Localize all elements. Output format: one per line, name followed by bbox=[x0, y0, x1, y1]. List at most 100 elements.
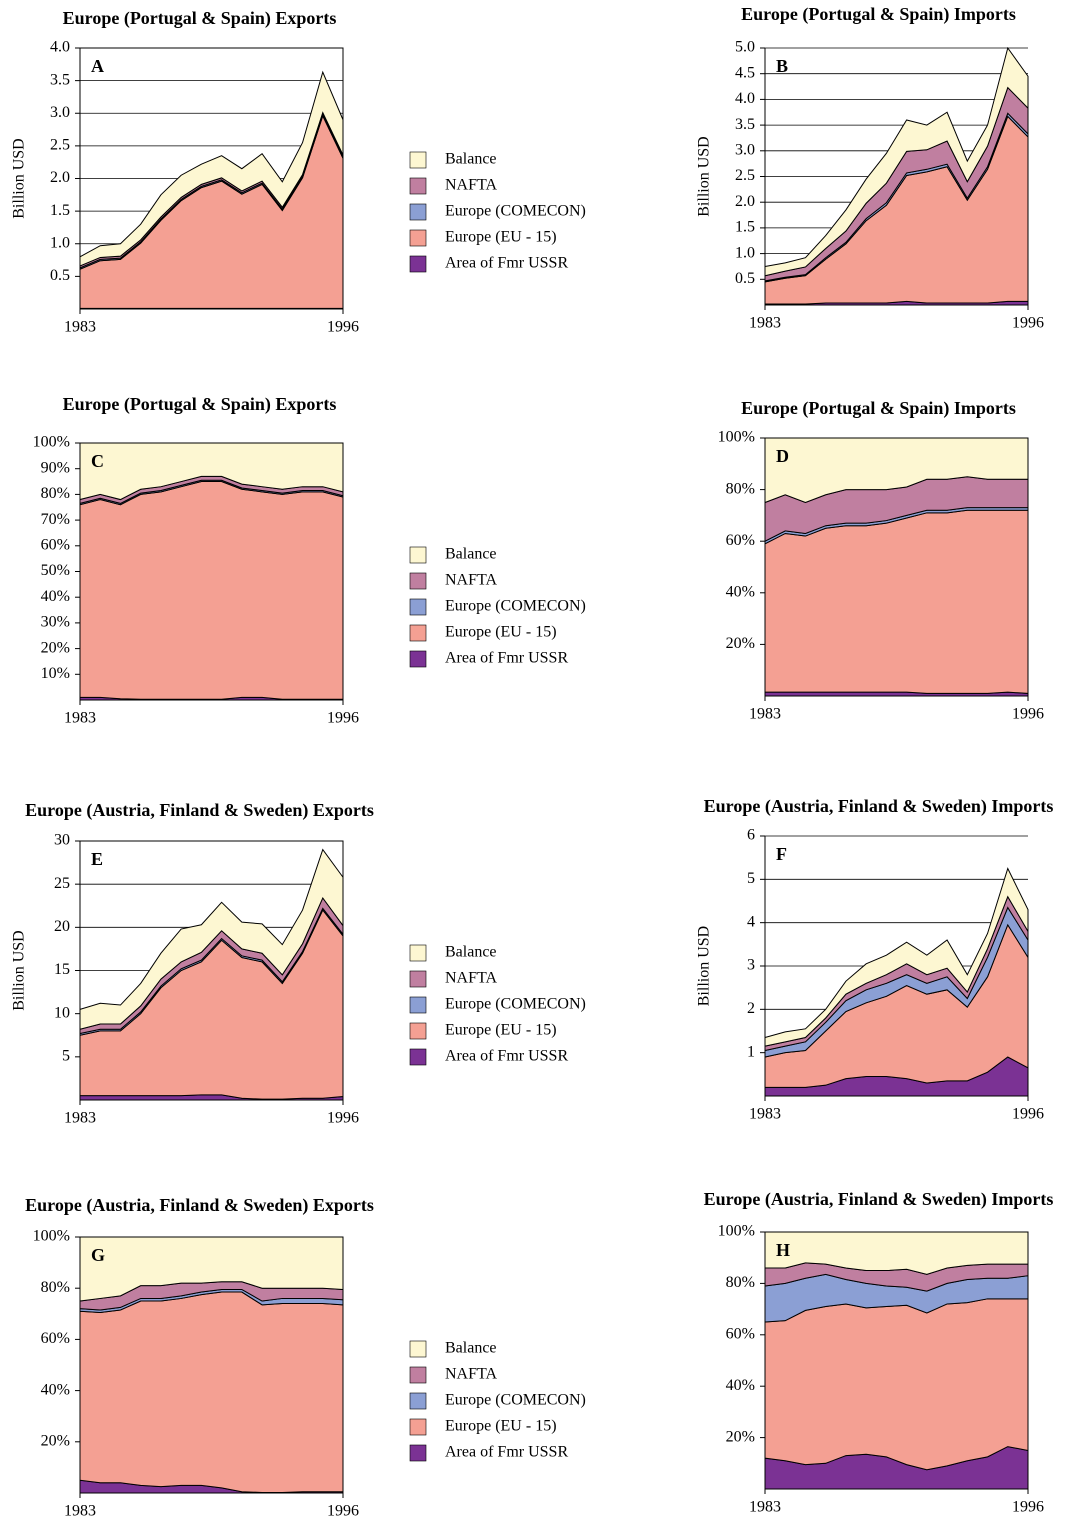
area bbox=[764, 1231, 1029, 1275]
x-tick-label: 1983 bbox=[64, 1503, 96, 1520]
legend-swatch bbox=[409, 1340, 427, 1358]
x-tick-label: 1996 bbox=[327, 710, 359, 727]
y-tick-label: 2.5 bbox=[735, 167, 755, 184]
y-axis-label: Billion USD bbox=[696, 926, 713, 1006]
x-tick-label: 1996 bbox=[1012, 1106, 1044, 1123]
chart-title: Europe (Austria, Finland & Sweden) Expor… bbox=[25, 800, 374, 821]
y-tick-label: 3.0 bbox=[50, 104, 70, 121]
legend-swatch bbox=[409, 1392, 427, 1410]
y-tick-label: 10% bbox=[41, 665, 70, 682]
y-tick-label: 60% bbox=[726, 532, 755, 549]
x-tick-label: 1983 bbox=[749, 315, 781, 332]
y-tick-label: 1.0 bbox=[50, 234, 70, 251]
y-tick-label: 5 bbox=[747, 870, 755, 887]
panel-label: B bbox=[776, 56, 788, 76]
y-tick-label: 4.5 bbox=[735, 64, 755, 81]
legend-label: Europe (COMECON) bbox=[445, 598, 586, 615]
y-axis-label: Billion USD bbox=[11, 138, 28, 218]
legend-swatch bbox=[409, 970, 427, 988]
y-axis-label: Billion USD bbox=[11, 930, 28, 1010]
y-tick-label: 3.5 bbox=[735, 116, 755, 133]
y-tick-label: 25 bbox=[54, 875, 70, 892]
y-tick-label: 60% bbox=[41, 536, 70, 553]
x-tick-label: 1996 bbox=[327, 1110, 359, 1127]
y-tick-label: 2.0 bbox=[50, 169, 70, 186]
legend-label: Balance bbox=[445, 151, 497, 168]
y-tick-label: 40% bbox=[41, 588, 70, 605]
y-tick-label: 40% bbox=[41, 1381, 70, 1398]
x-tick-label: 1983 bbox=[64, 319, 96, 336]
legend-label: Europe (COMECON) bbox=[445, 203, 586, 220]
area bbox=[764, 437, 1029, 504]
x-tick-label: 1996 bbox=[1012, 1499, 1044, 1516]
y-tick-label: 4 bbox=[747, 913, 755, 930]
y-tick-label: 40% bbox=[726, 1377, 755, 1394]
legend-swatch bbox=[409, 229, 427, 247]
x-tick-label: 1996 bbox=[327, 1503, 359, 1520]
x-tick-label: 1983 bbox=[749, 1499, 781, 1516]
y-tick-label: 30% bbox=[41, 614, 70, 631]
legend-label: Europe (COMECON) bbox=[445, 1392, 586, 1409]
y-tick-label: 3.0 bbox=[735, 141, 755, 158]
x-tick-label: 1983 bbox=[749, 1106, 781, 1123]
legend-swatch bbox=[409, 996, 427, 1014]
y-tick-label: 2 bbox=[747, 1000, 755, 1017]
y-tick-label: 60% bbox=[41, 1330, 70, 1347]
legend-label: Balance bbox=[445, 1340, 497, 1357]
y-tick-label: 50% bbox=[41, 562, 70, 579]
area bbox=[764, 509, 1029, 694]
x-tick-label: 1983 bbox=[749, 706, 781, 723]
legend-swatch bbox=[409, 1418, 427, 1436]
legend-swatch bbox=[409, 203, 427, 221]
y-tick-label: 80% bbox=[726, 1274, 755, 1291]
legend-swatch bbox=[409, 572, 427, 590]
legend-swatch bbox=[409, 177, 427, 195]
chart-title: Europe (Portugal & Spain) Imports bbox=[741, 398, 1016, 419]
legend-label: Europe (EU - 15) bbox=[445, 1418, 557, 1435]
y-tick-label: 0.5 bbox=[735, 270, 755, 287]
area bbox=[764, 1298, 1029, 1471]
y-tick-label: 1.5 bbox=[50, 202, 70, 219]
area bbox=[79, 1291, 344, 1493]
area bbox=[79, 481, 344, 700]
y-tick-label: 60% bbox=[726, 1325, 755, 1342]
chart-title: Europe (Austria, Finland & Sweden) Impor… bbox=[704, 796, 1054, 817]
y-tick-label: 6 bbox=[747, 827, 755, 844]
legend-label: NAFTA bbox=[445, 177, 498, 194]
y-tick-label: 3 bbox=[747, 957, 755, 974]
legend-swatch bbox=[409, 546, 427, 564]
legend-label: Area of Fmr USSR bbox=[445, 650, 568, 667]
y-tick-label: 3.5 bbox=[50, 71, 70, 88]
legend-label: NAFTA bbox=[445, 572, 498, 589]
panel-label: E bbox=[91, 849, 103, 869]
legend-swatch bbox=[409, 1366, 427, 1384]
y-tick-label: 1 bbox=[747, 1043, 755, 1060]
y-tick-label: 100% bbox=[33, 1228, 70, 1245]
y-tick-label: 70% bbox=[41, 511, 70, 528]
y-tick-label: 30 bbox=[54, 832, 70, 849]
y-tick-label: 15 bbox=[54, 961, 70, 978]
y-tick-label: 80% bbox=[41, 485, 70, 502]
legend-label: NAFTA bbox=[445, 1366, 498, 1383]
y-tick-label: 1.5 bbox=[735, 219, 755, 236]
legend-label: Balance bbox=[445, 944, 497, 961]
legend-label: Area of Fmr USSR bbox=[445, 1048, 568, 1065]
x-tick-label: 1983 bbox=[64, 1110, 96, 1127]
y-tick-label: 80% bbox=[41, 1279, 70, 1296]
panel-label: C bbox=[91, 451, 104, 471]
x-tick-label: 1996 bbox=[327, 319, 359, 336]
y-tick-label: 5 bbox=[62, 1048, 70, 1065]
y-tick-label: 100% bbox=[718, 429, 755, 446]
x-tick-label: 1983 bbox=[64, 710, 96, 727]
y-tick-label: 20% bbox=[726, 635, 755, 652]
y-tick-label: 20% bbox=[41, 639, 70, 656]
y-tick-label: 100% bbox=[718, 1223, 755, 1240]
panel-label: G bbox=[91, 1245, 105, 1265]
legend-label: Europe (EU - 15) bbox=[445, 624, 557, 641]
x-tick-label: 1996 bbox=[1012, 315, 1044, 332]
legend-swatch bbox=[409, 624, 427, 642]
area bbox=[764, 867, 1029, 1047]
legend-label: Area of Fmr USSR bbox=[445, 1444, 568, 1461]
legend-label: Area of Fmr USSR bbox=[445, 255, 568, 272]
legend-label: Balance bbox=[445, 546, 497, 563]
